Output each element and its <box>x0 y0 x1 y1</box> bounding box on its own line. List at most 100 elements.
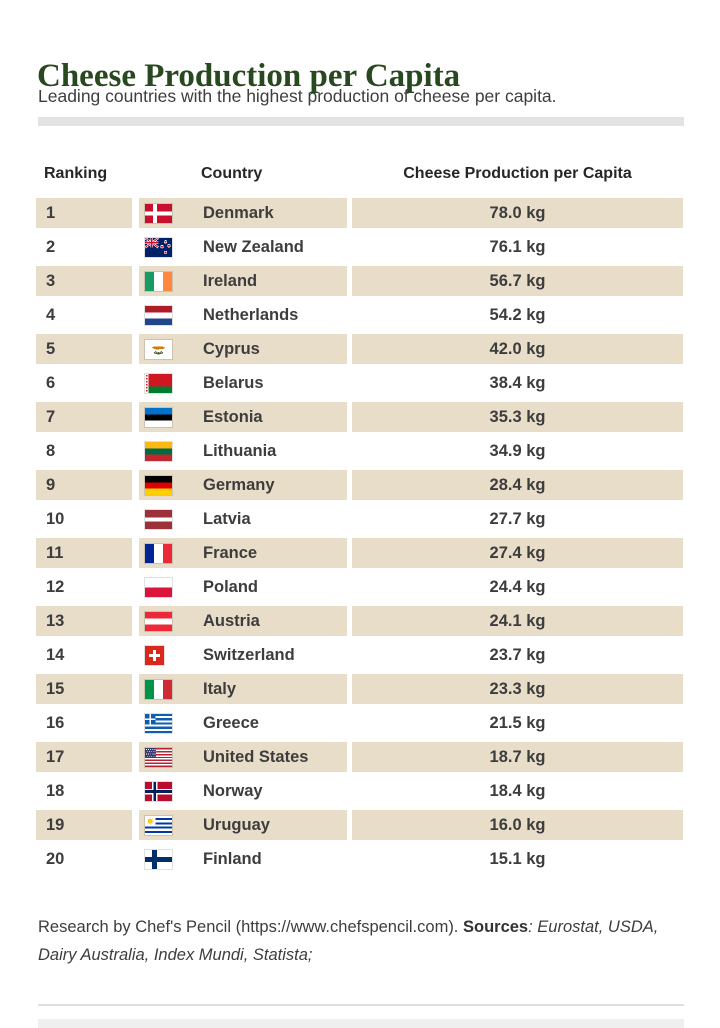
value-cell: 42.0 kg <box>352 334 683 364</box>
table-row: 5 Cyprus 42.0 kg <box>36 334 684 364</box>
country-cell: Norway <box>139 776 347 806</box>
value-label: 15.1 kg <box>489 849 546 868</box>
table-row: 8 Lithuania 34.9 kg <box>36 436 684 466</box>
value-cell: 18.7 kg <box>352 742 683 772</box>
value-cell: 18.4 kg <box>352 776 683 806</box>
country-label: Greece <box>203 713 259 732</box>
rank-cell: 4 <box>36 300 132 330</box>
country-label: Austria <box>203 611 260 630</box>
value-label: 23.7 kg <box>489 645 546 664</box>
value-label: 56.7 kg <box>489 271 546 290</box>
rank-label: 17 <box>46 747 65 766</box>
bottom-section-divider <box>38 1019 684 1028</box>
rank-cell: 16 <box>36 708 132 738</box>
rank-cell: 3 <box>36 266 132 296</box>
rank-cell: 15 <box>36 674 132 704</box>
rank-label: 8 <box>46 441 56 460</box>
country-cell: Greece <box>139 708 347 738</box>
country-label: Italy <box>203 679 237 698</box>
page-subtitle: Leading countries with the highest produ… <box>38 86 557 106</box>
country-cell: France <box>139 538 347 568</box>
rank-cell: 1 <box>36 198 132 228</box>
rank-cell: 18 <box>36 776 132 806</box>
rank-cell: 12 <box>36 572 132 602</box>
rank-cell: 5 <box>36 334 132 364</box>
country-cell: Germany <box>139 470 347 500</box>
austria-flag-icon <box>145 611 172 631</box>
country-label: Switzerland <box>203 645 295 664</box>
rank-cell: 14 <box>36 640 132 670</box>
france-flag-icon <box>145 543 172 563</box>
column-header-country: Country <box>201 165 263 182</box>
rank-cell: 2 <box>36 232 132 262</box>
value-cell: 27.4 kg <box>352 538 683 568</box>
table-row: 6 Belarus 38.4 kg <box>36 368 684 398</box>
table-row: 15 Italy 23.3 kg <box>36 674 684 704</box>
value-cell: 34.9 kg <box>352 436 683 466</box>
country-label: Denmark <box>203 203 274 222</box>
value-cell: 35.3 kg <box>352 402 683 432</box>
rank-label: 10 <box>46 509 65 528</box>
ireland-flag-icon <box>145 271 172 291</box>
table-row: 7 Estonia 35.3 kg <box>36 402 684 432</box>
column-header-ranking: Ranking <box>44 165 108 182</box>
value-label: 24.4 kg <box>489 577 546 596</box>
value-cell: 15.1 kg <box>352 844 683 874</box>
rank-label: 19 <box>46 815 65 834</box>
value-label: 27.7 kg <box>489 509 546 528</box>
value-label: 28.4 kg <box>489 475 546 494</box>
rank-label: 5 <box>46 339 56 358</box>
footer-sources-list: Eurostat, USDA, Dairy Australia, Index M… <box>38 918 659 964</box>
rank-cell: 20 <box>36 844 132 874</box>
table-row: 2 New Zealand 76.1 kg <box>36 232 684 262</box>
table-row: 12 Poland 24.4 kg <box>36 572 684 602</box>
germany-flag-icon <box>145 475 172 495</box>
country-cell: Latvia <box>139 504 347 534</box>
value-label: 23.3 kg <box>489 679 546 698</box>
country-label: Lithuania <box>203 441 277 460</box>
value-cell: 16.0 kg <box>352 810 683 840</box>
norway-flag-icon <box>145 781 172 801</box>
rank-label: 13 <box>46 611 65 630</box>
table-row: 17 United States 18.7 kg <box>36 742 684 772</box>
value-cell: 21.5 kg <box>352 708 683 738</box>
country-label: Cyprus <box>203 339 260 358</box>
value-label: 78.0 kg <box>489 203 546 222</box>
value-cell: 28.4 kg <box>352 470 683 500</box>
table-row: 1 Denmark 78.0 kg <box>36 198 684 228</box>
value-cell: 24.4 kg <box>352 572 683 602</box>
table-row: 11 France 27.4 kg <box>36 538 684 568</box>
finland-flag-icon <box>145 849 172 869</box>
rank-label: 12 <box>46 577 65 596</box>
table-row: 4 Netherlands 54.2 kg <box>36 300 684 330</box>
value-label: 54.2 kg <box>489 305 546 324</box>
italy-flag-icon <box>145 679 172 699</box>
rank-cell: 13 <box>36 606 132 636</box>
country-label: Finland <box>203 849 262 868</box>
country-label: Belarus <box>203 373 264 392</box>
rank-label: 9 <box>46 475 56 494</box>
table-row: 19 Uruguay 16.0 kg <box>36 810 684 840</box>
uruguay-flag-icon <box>145 815 172 835</box>
country-cell: Uruguay <box>139 810 347 840</box>
value-cell: 23.3 kg <box>352 674 683 704</box>
country-cell: Denmark <box>139 198 347 228</box>
country-cell: Italy <box>139 674 347 704</box>
country-label: Ireland <box>203 271 258 290</box>
rank-cell: 10 <box>36 504 132 534</box>
value-label: 24.1 kg <box>489 611 546 630</box>
value-cell: 76.1 kg <box>352 232 683 262</box>
latvia-flag-icon <box>145 509 172 529</box>
value-label: 21.5 kg <box>489 713 546 732</box>
country-cell: Poland <box>139 572 347 602</box>
footer-research-text: Research by Chef's Pencil (https://www.c… <box>38 918 463 936</box>
country-cell: Switzerland <box>139 640 347 670</box>
country-cell: Ireland <box>139 266 347 296</box>
table-row: 20 Finland 15.1 kg <box>36 844 684 874</box>
rank-cell: 19 <box>36 810 132 840</box>
value-cell: 27.7 kg <box>352 504 683 534</box>
netherlands-flag-icon <box>145 305 172 325</box>
table-row: 13 Austria 24.1 kg <box>36 606 684 636</box>
rank-cell: 9 <box>36 470 132 500</box>
country-cell: Belarus <box>139 368 347 398</box>
